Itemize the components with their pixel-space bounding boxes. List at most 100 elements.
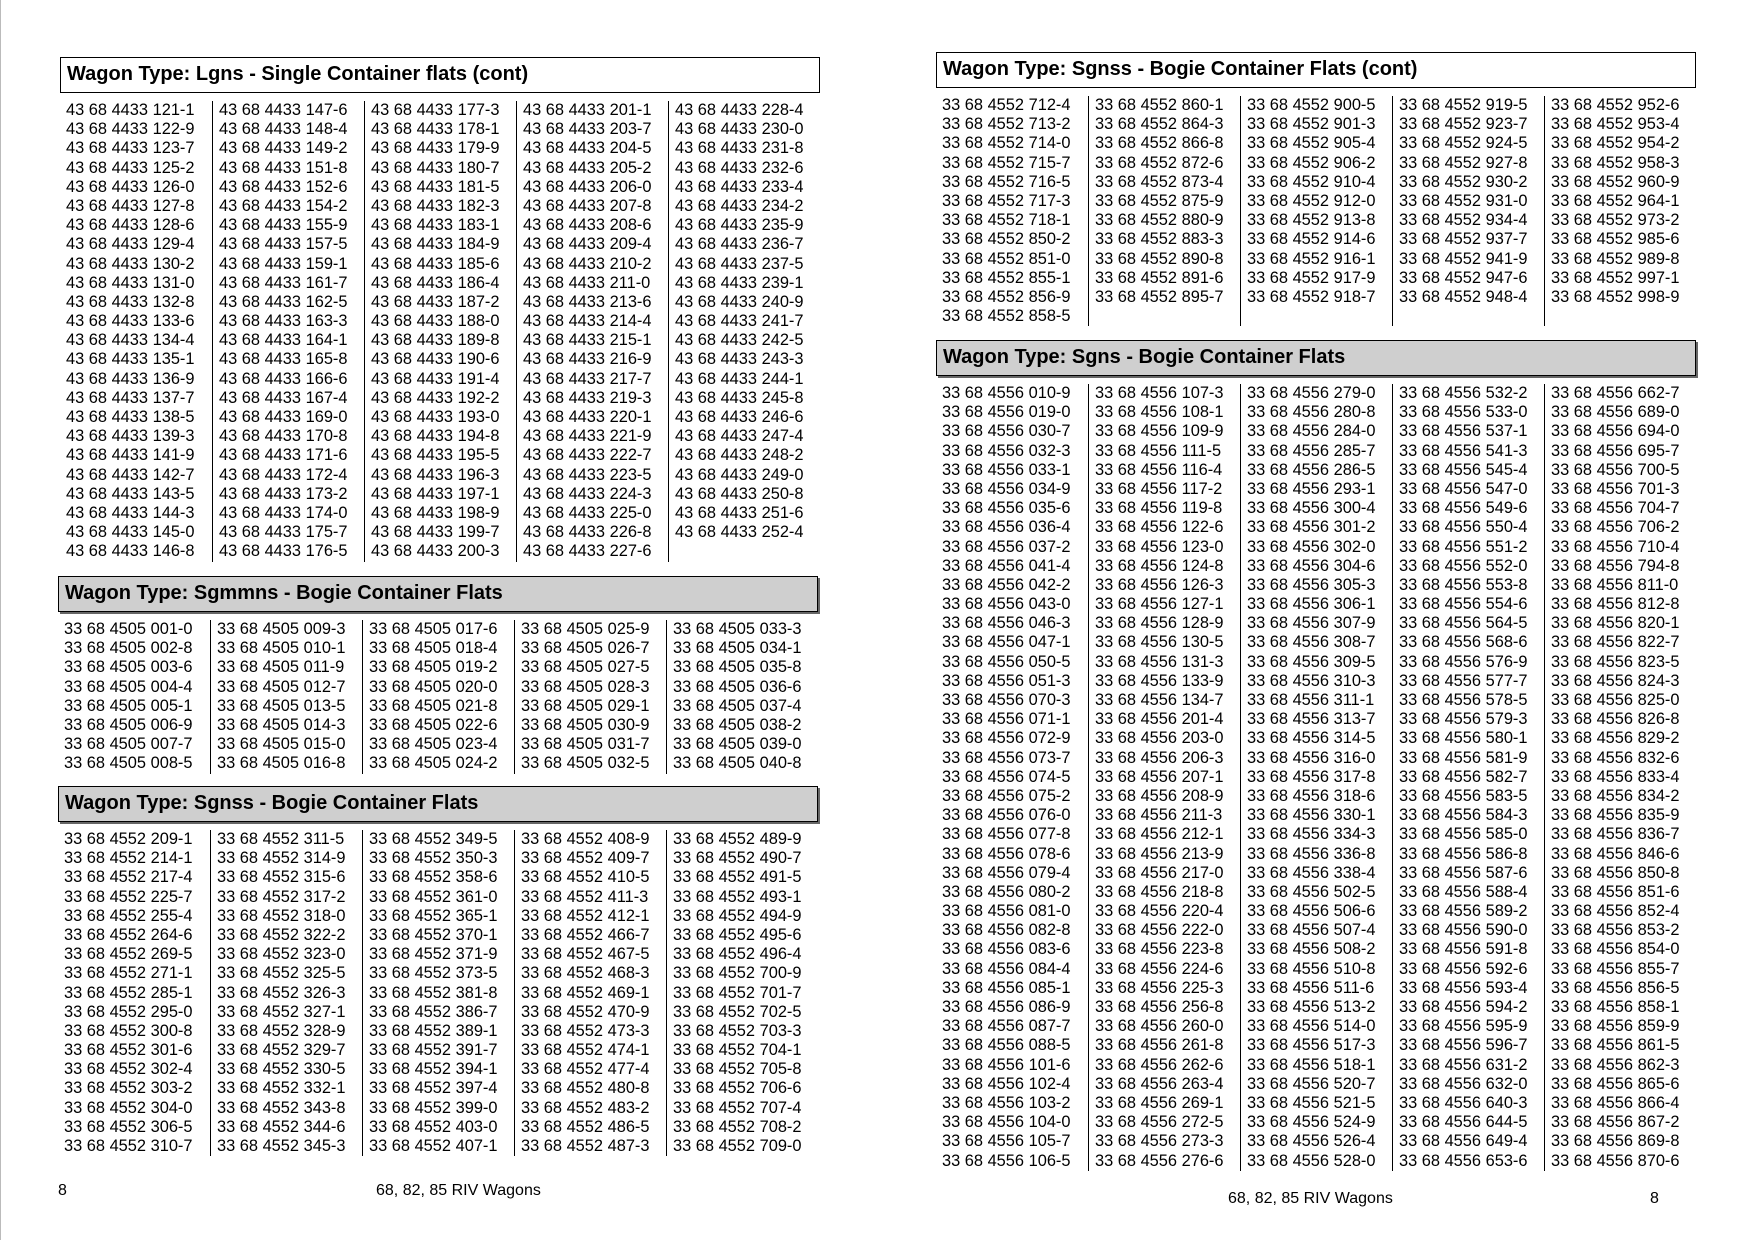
wagon-number: 33 68 4552 989-8 (1551, 249, 1680, 268)
wagon-number: 43 68 4433 199-7 (371, 523, 500, 542)
wagon-number: 33 68 4556 832-6 (1551, 748, 1680, 767)
wagon-number: 33 68 4556 506-6 (1247, 902, 1376, 921)
wagon-number: 33 68 4552 269-5 (64, 945, 193, 964)
wagon-number: 33 68 4552 323-0 (217, 945, 346, 964)
wagon-number: 43 68 4433 206-0 (523, 177, 652, 196)
wagon-number: 33 68 4556 826-8 (1551, 710, 1680, 729)
wagon-number: 33 68 4505 039-0 (673, 735, 802, 754)
wagon-number: 33 68 4556 695-7 (1551, 441, 1680, 460)
wagon-number: 33 68 4552 715-7 (942, 153, 1071, 172)
wagon-number: 33 68 4552 303-2 (64, 1079, 193, 1098)
wagon-number: 33 68 4556 336-8 (1247, 844, 1376, 863)
wagon-number: 33 68 4556 019-0 (942, 403, 1071, 422)
wagon-number: 33 68 4556 526-4 (1247, 1132, 1376, 1151)
wagon-number: 33 68 4556 829-2 (1551, 729, 1680, 748)
wagon-number: 33 68 4552 473-3 (521, 1021, 650, 1040)
wagon-number: 33 68 4556 043-0 (942, 595, 1071, 614)
wagon-number: 33 68 4552 403-0 (369, 1117, 498, 1136)
wagon-number: 33 68 4552 314-9 (217, 849, 346, 868)
wagon-number: 33 68 4556 689-0 (1551, 403, 1680, 422)
wagon-number: 33 68 4552 700-9 (673, 964, 802, 983)
wagon-number-column: 33 68 4552 209-1 33 68 4552 214-1 33 68 45… (58, 830, 210, 1156)
wagon-number: 33 68 4552 304-0 (64, 1098, 193, 1117)
wagon-number: 33 68 4556 074-5 (942, 767, 1071, 786)
wagon-number: 33 68 4556 591-8 (1399, 940, 1528, 959)
wagon-number: 33 68 4556 030-7 (942, 422, 1071, 441)
wagon-number: 33 68 4556 308-7 (1247, 633, 1376, 652)
wagon-number: 33 68 4505 040-8 (673, 754, 802, 773)
wagon-number-column: 33 68 4556 532-2 33 68 4556 533-0 33 68 45… (1392, 384, 1544, 1171)
wagon-number: 33 68 4556 124-8 (1095, 556, 1224, 575)
wagon-number: 33 68 4556 077-8 (942, 825, 1071, 844)
wagon-number: 33 68 4552 486-5 (521, 1117, 650, 1136)
section-header: Wagon Type: Sgns - Bogie Container Flats (936, 340, 1696, 376)
wagon-number: 33 68 4552 702-5 (673, 1002, 802, 1021)
wagon-number: 33 68 4552 704-1 (673, 1041, 802, 1060)
wagon-number: 33 68 4556 694-0 (1551, 422, 1680, 441)
wagon-number: 33 68 4552 483-2 (521, 1098, 650, 1117)
wagon-number: 33 68 4505 025-9 (521, 620, 650, 638)
wagon-number: 43 68 4433 173-2 (219, 484, 348, 503)
wagon-number: 33 68 4556 293-1 (1247, 479, 1376, 498)
wagon-number: 33 68 4556 213-9 (1095, 844, 1224, 863)
wagon-number: 43 68 4433 207-8 (523, 196, 652, 215)
wagon-number-columns: 33 68 4505 001-0 33 68 4505 002-8 33 68 45… (58, 620, 818, 774)
wagon-number: 33 68 4556 211-3 (1095, 806, 1223, 825)
wagon-number: 43 68 4433 177-3 (371, 101, 500, 119)
wagon-number: 33 68 4556 812-8 (1551, 595, 1680, 614)
page-number: 8 (1650, 1190, 1659, 1207)
wagon-number: 33 68 4556 869-8 (1551, 1132, 1680, 1151)
wagon-number: 43 68 4433 244-1 (675, 369, 804, 388)
wagon-number: 33 68 4552 491-5 (673, 868, 802, 887)
wagon-number: 43 68 4433 250-8 (675, 484, 804, 503)
wagon-number: 33 68 4556 649-4 (1399, 1132, 1528, 1151)
wagon-number: 33 68 4556 580-1 (1399, 729, 1528, 748)
wagon-number: 43 68 4433 239-1 (675, 273, 804, 292)
wagon-number: 33 68 4552 707-4 (673, 1098, 802, 1117)
wagon-number: 43 68 4433 186-4 (371, 273, 500, 292)
wagon-number: 43 68 4433 127-8 (66, 196, 195, 215)
wagon-number: 33 68 4556 502-5 (1247, 882, 1376, 901)
wagon-number: 33 68 4556 261-8 (1095, 1036, 1224, 1055)
wagon-number: 33 68 4505 027-5 (521, 658, 650, 677)
wagon-number: 33 68 4556 046-3 (942, 614, 1071, 633)
wagon-number: 33 68 4556 653-6 (1399, 1151, 1528, 1170)
wagon-number-columns: 43 68 4433 121-1 43 68 4433 122-9 43 68 44… (60, 101, 820, 562)
wagon-number: 43 68 4433 242-5 (675, 331, 804, 350)
wagon-number-column: 33 68 4505 025-9 33 68 4505 026-7 33 68 45… (514, 620, 666, 774)
wagon-number: 43 68 4433 210-2 (523, 254, 652, 273)
wagon-number: 33 68 4552 855-1 (942, 268, 1071, 287)
wagon-number: 43 68 4433 139-3 (66, 427, 195, 446)
wagon-number-column: 33 68 4505 009-3 33 68 4505 010-1 33 68 45… (210, 620, 362, 774)
wagon-number: 43 68 4433 215-1 (523, 331, 652, 350)
wagon-number: 33 68 4552 703-3 (673, 1021, 802, 1040)
footer-title: 68, 82, 85 RIV Wagons (376, 1182, 541, 1199)
wagon-number: 33 68 4552 913-8 (1247, 211, 1376, 230)
wagon-number-column: 33 68 4505 017-6 33 68 4505 018-4 33 68 45… (362, 620, 514, 774)
wagon-number: 33 68 4556 334-3 (1247, 825, 1376, 844)
wagon-number: 43 68 4433 163-3 (219, 312, 348, 331)
wagon-number: 33 68 4552 917-9 (1247, 268, 1376, 287)
wagon-number: 33 68 4556 577-7 (1399, 671, 1528, 690)
wagon-number: 33 68 4505 012-7 (217, 677, 346, 696)
wagon-number: 33 68 4552 386-7 (369, 1002, 498, 1021)
wagon-number: 33 68 4505 004-4 (64, 677, 193, 696)
wagon-number-column: 33 68 4505 033-3 33 68 4505 034-1 33 68 45… (666, 620, 818, 774)
wagon-number: 43 68 4433 209-4 (523, 235, 652, 254)
wagon-number: 33 68 4556 222-0 (1095, 921, 1224, 940)
wagon-number: 33 68 4556 865-6 (1551, 1074, 1680, 1093)
wagon-number: 43 68 4433 152-6 (219, 177, 348, 196)
wagon-number: 43 68 4433 191-4 (371, 369, 500, 388)
wagon-number: 33 68 4556 086-9 (942, 998, 1071, 1016)
wagon-number: 33 68 4552 397-4 (369, 1079, 498, 1098)
wagon-number: 33 68 4556 047-1 (942, 633, 1071, 652)
wagon-number: 33 68 4556 640-3 (1399, 1093, 1528, 1112)
wagon-number: 33 68 4505 034-1 (673, 639, 802, 658)
wagon-number-columns: 33 68 4556 010-9 33 68 4556 019-0 33 68 45… (936, 384, 1696, 1171)
wagon-number: 33 68 4505 002-8 (64, 639, 193, 658)
wagon-number: 33 68 4552 947-6 (1399, 268, 1528, 287)
wagon-number: 33 68 4556 084-4 (942, 959, 1071, 978)
section-header: Wagon Type: Sgnss - Bogie Container Flat… (936, 52, 1696, 88)
wagon-number: 33 68 4505 007-7 (64, 735, 193, 754)
wagon-number: 33 68 4552 264-6 (64, 925, 193, 944)
